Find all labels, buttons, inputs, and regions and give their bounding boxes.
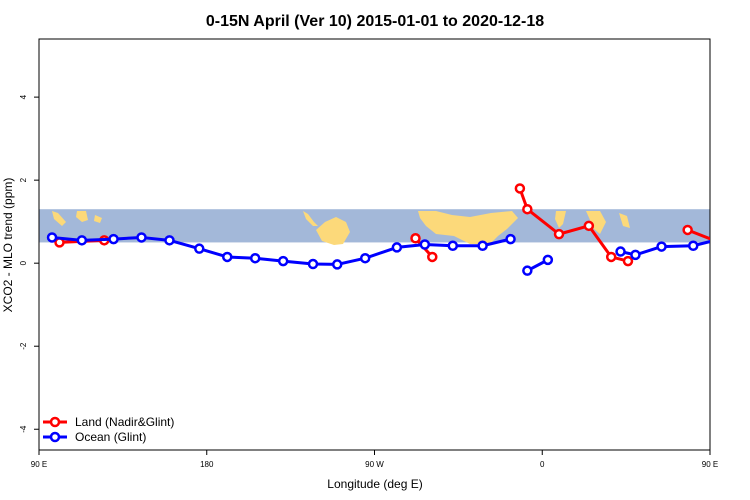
data-point-ocean [522,265,533,276]
data-point-land [622,255,634,267]
data-point-ocean [194,243,205,254]
data-point-ocean [391,242,403,253]
landmass-india [555,211,566,228]
data-point-ocean [419,239,431,250]
y-tick-label: -2 [19,342,28,350]
series-line-ocean [620,240,710,257]
data-point-ocean [108,233,119,245]
x-tick-label: 90 E [31,460,47,469]
landmass-borneo [76,211,88,222]
legend-marker-land [49,416,61,428]
data-point-ocean [359,252,371,264]
x-tick-label: 90 E [702,460,718,469]
data-point-land [514,183,526,194]
y-axis-label: XCO2 - MLO trend (ppm) [1,178,15,313]
data-point-ocean [164,235,175,246]
data-point-ocean [656,241,667,252]
landmass-central-america [303,211,318,226]
plot-frame [38,38,711,451]
data-point-ocean [277,255,289,267]
legend: Land (Nadir&Glint) Ocean (Glint) [43,415,174,444]
landmass-philippines [619,213,630,228]
series-ocean [46,232,731,276]
series-layer [46,183,750,276]
data-point-land [427,251,438,263]
data-point-land [410,233,421,244]
data-point-ocean [136,232,147,243]
data-point-land [605,251,617,263]
data-point-ocean [331,259,343,270]
y-tick-label: -4 [19,425,28,433]
data-point-ocean [477,240,488,251]
data-point-ocean [723,233,731,241]
chart-title: 0-15N April (Ver 10) 2015-01-01 to 2020-… [206,13,544,30]
y-tick-label: 2 [19,177,28,182]
data-point-ocean [447,240,459,251]
x-tick-label: 90 W [365,460,384,469]
data-point-ocean [630,249,641,261]
y-tick-label: 0 [19,260,28,265]
x-tick-label: 180 [200,460,214,469]
data-point-ocean [615,246,626,257]
landmass-africa [418,211,518,244]
data-point-land [522,203,533,215]
legend-item-ocean: Ocean (Glint) [43,430,146,444]
landmass-south-america [316,217,350,245]
legend-item-land: Land (Nadir&Glint) [43,415,174,429]
landmass-new-guinea [94,215,102,223]
data-point-ocean [542,254,554,266]
data-point-land [715,238,723,246]
data-point-ocean [249,252,261,264]
x-axis-label: Longitude (deg E) [327,477,422,491]
data-point-ocean [46,232,58,243]
x-axis: 90 E 180 90 W 0 90 E [31,450,718,469]
data-point-land [682,224,693,236]
x-tick-label: 0 [540,460,545,469]
data-point-ocean [505,233,516,245]
continent-outlines [52,211,630,245]
data-point-ocean [307,258,319,270]
y-tick-label: 4 [19,94,28,99]
data-point-ocean [222,251,233,263]
data-point-ocean [687,240,699,251]
data-point-land [743,236,750,244]
data-point-ocean [76,235,88,246]
series-line-land [687,228,710,241]
legend-label-ocean: Ocean (Glint) [75,430,146,444]
legend-label-land: Land (Nadir&Glint) [75,415,174,429]
landmass-indochina [586,211,606,234]
legend-marker-ocean [49,431,61,443]
y-axis: -4 -2 0 2 4 [19,94,39,433]
landmass-sumatra [52,211,66,226]
data-point-land [553,228,565,240]
data-point-land [583,220,595,232]
